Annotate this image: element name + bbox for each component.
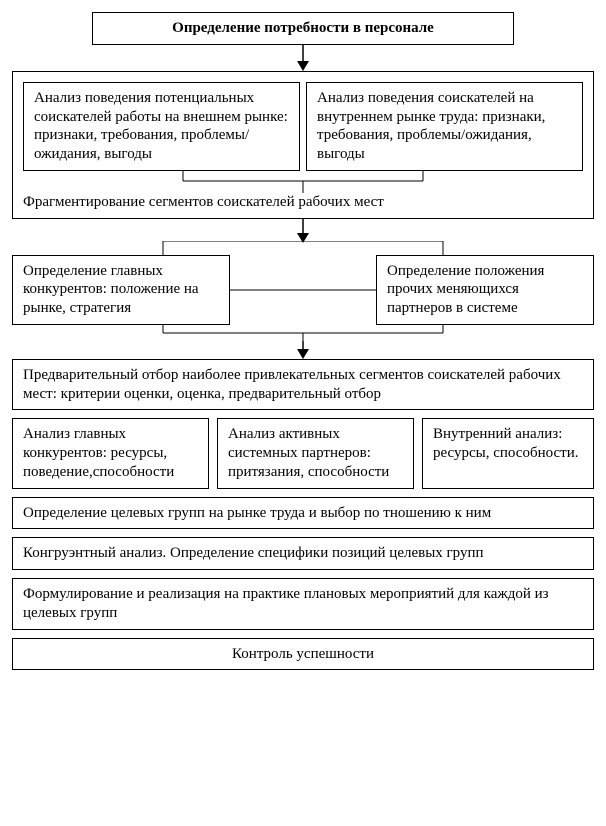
split-bracket-top xyxy=(12,241,594,255)
preselection-box: Предварительный отбор наиболее привлекат… xyxy=(12,359,594,411)
internal-analysis-box: Внутренний анализ: ресурсы, способности. xyxy=(422,418,594,488)
triple-analysis-row: Анализ главных конкурентов: ресурсы, пов… xyxy=(12,418,594,488)
comp-partners-row: Определение главных конкурентов: положен… xyxy=(12,255,594,325)
control-text: Контроль успешности xyxy=(232,646,374,662)
competitors-text: Определение главных конкурентов: положен… xyxy=(23,263,199,317)
bracket-1 xyxy=(23,171,583,193)
target-groups-box: Определение целевых групп на рынке труда… xyxy=(12,497,594,530)
control-box: Контроль успешности xyxy=(12,638,594,671)
title-box: Определение потребности в персонале xyxy=(92,12,514,45)
partners-box: Определение положения прочих меняющихся … xyxy=(376,255,594,325)
competitors-analysis-box: Анализ главных конкурентов: ресурсы, пов… xyxy=(12,418,209,488)
planning-box: Формулирование и реализация на практике … xyxy=(12,578,594,630)
analysis-external-text: Анализ поведения потенциальных соискател… xyxy=(34,90,288,162)
preselection-text: Предварительный отбор наиболее привлекат… xyxy=(23,367,561,402)
planning-text: Формулирование и реализация на практике … xyxy=(23,586,549,621)
system-partners-analysis-text: Анализ активных системных партнеров: при… xyxy=(228,426,389,480)
system-partners-analysis-box: Анализ активных системных партнеров: при… xyxy=(217,418,414,488)
arrow-2 xyxy=(12,219,594,243)
analysis-external-box: Анализ поведения потенциальных соискател… xyxy=(23,82,300,171)
congruent-text: Конгруэнтный анализ. Определение специфи… xyxy=(23,545,484,561)
segmenting-container: Анализ поведения потенциальных соискател… xyxy=(12,71,594,219)
target-groups-text: Определение целевых групп на рынке труда… xyxy=(23,505,491,521)
arrow-3 xyxy=(12,341,594,359)
partners-text: Определение положения прочих меняющихся … xyxy=(387,263,544,317)
competitors-analysis-text: Анализ главных конкурентов: ресурсы, пов… xyxy=(23,426,174,480)
competitors-box: Определение главных конкурентов: положен… xyxy=(12,255,230,325)
analysis-internal-text: Анализ поведения соискателей на внутренн… xyxy=(317,90,545,162)
title-text: Определение потребности в персонале xyxy=(172,20,434,36)
internal-analysis-text: Внутренний анализ: ресурсы, способности. xyxy=(433,426,578,461)
arrow-1 xyxy=(12,45,594,71)
congruent-box: Конгруэнтный анализ. Определение специфи… xyxy=(12,537,594,570)
mid-connector xyxy=(230,289,376,291)
segment-caption: Фрагментирование сегментов соискателей р… xyxy=(23,193,583,212)
analysis-row: Анализ поведения потенциальных соискател… xyxy=(23,82,583,171)
analysis-internal-box: Анализ поведения соискателей на внутренн… xyxy=(306,82,583,171)
